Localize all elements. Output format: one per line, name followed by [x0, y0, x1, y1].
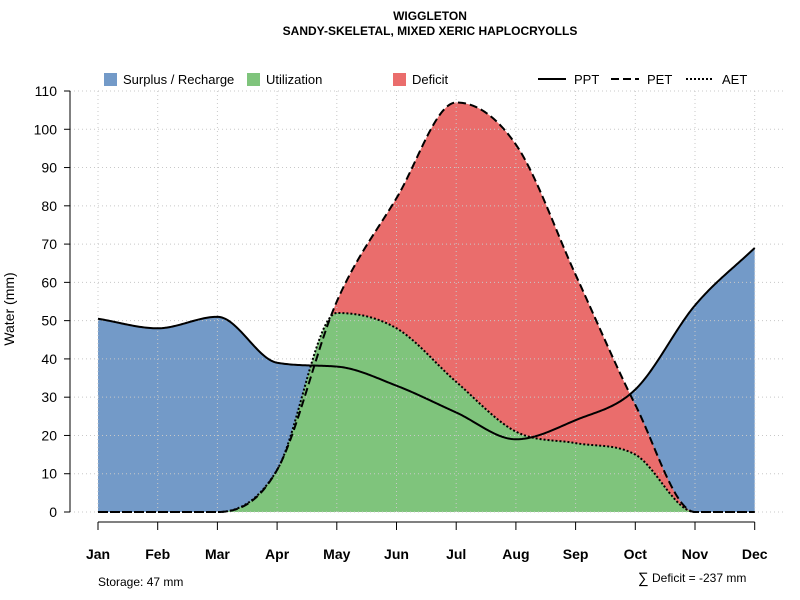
y-tick-label: 30: [41, 389, 57, 405]
series-line-aet: [98, 311, 755, 513]
x-tick-label: Dec: [742, 546, 768, 562]
chart-title: WIGGLETON: [393, 9, 467, 23]
x-tick-label: Nov: [682, 546, 709, 562]
series-line-ppt: [97, 247, 756, 441]
legend: Surplus / Recharge Utilization Deficit PPT P…: [104, 72, 747, 87]
storage-note: Storage: 47 mm: [98, 575, 183, 589]
legend-swatch-1: [247, 73, 260, 86]
y-tick-label: 110: [35, 83, 58, 99]
deficit-note: Deficit = -237 mm: [652, 571, 746, 585]
x-tick-label: May: [323, 546, 350, 562]
y-tick-label: 80: [41, 198, 57, 214]
x-tick-label: Jan: [86, 546, 110, 562]
x-tick-label: Oct: [624, 546, 648, 562]
legend-swatch-2: [393, 73, 406, 86]
plot-area: 0 10 20 30 40 50 60 70 80 90 100 110 Jan Feb Mar Apr May…: [34, 83, 785, 562]
legend-label-0: Surplus / Recharge: [123, 72, 234, 87]
axes-layer: 0 10 20 30 40 50 60 70 80 90 100 110 Jan Feb Mar Apr May…: [34, 83, 768, 562]
x-tick-label: Jul: [446, 546, 466, 562]
deficit-area: [98, 102, 755, 512]
y-tick-label: 10: [41, 466, 57, 482]
y-tick-label: 70: [41, 236, 57, 252]
y-tick-label: 20: [41, 427, 57, 443]
y-tick-label: 60: [41, 274, 57, 290]
legend-label-2: Deficit: [412, 72, 449, 87]
legend-swatch-0: [104, 73, 117, 86]
x-tick-label: Mar: [205, 546, 230, 562]
x-tick-label: Feb: [145, 546, 170, 562]
chart-subtitle: SANDY-SKELETAL, MIXED XERIC HAPLOCRYOLLS: [283, 24, 578, 38]
utilization-area: [98, 312, 755, 512]
y-tick-label: 100: [34, 121, 58, 137]
legend-label-1: Utilization: [266, 72, 322, 87]
y-tick-label: 0: [49, 504, 57, 520]
area-layer: [98, 102, 755, 513]
series-layer: [97, 101, 756, 513]
x-tick-label: Aug: [502, 546, 529, 562]
x-tick-label: Sep: [563, 546, 589, 562]
x-tick-label: Jun: [384, 546, 409, 562]
x-tick-label: Apr: [265, 546, 290, 562]
y-tick-label: 50: [41, 313, 57, 329]
y-tick-label: 40: [41, 351, 57, 367]
legend-line-label-pet: PET: [647, 72, 672, 87]
y-axis-label: Water (mm): [1, 272, 17, 345]
sigma-icon: ∑: [638, 570, 649, 587]
y-tick-label: 90: [41, 160, 57, 176]
legend-line-label-ppt: PPT: [574, 72, 599, 87]
legend-line-label-aet: AET: [722, 72, 747, 87]
